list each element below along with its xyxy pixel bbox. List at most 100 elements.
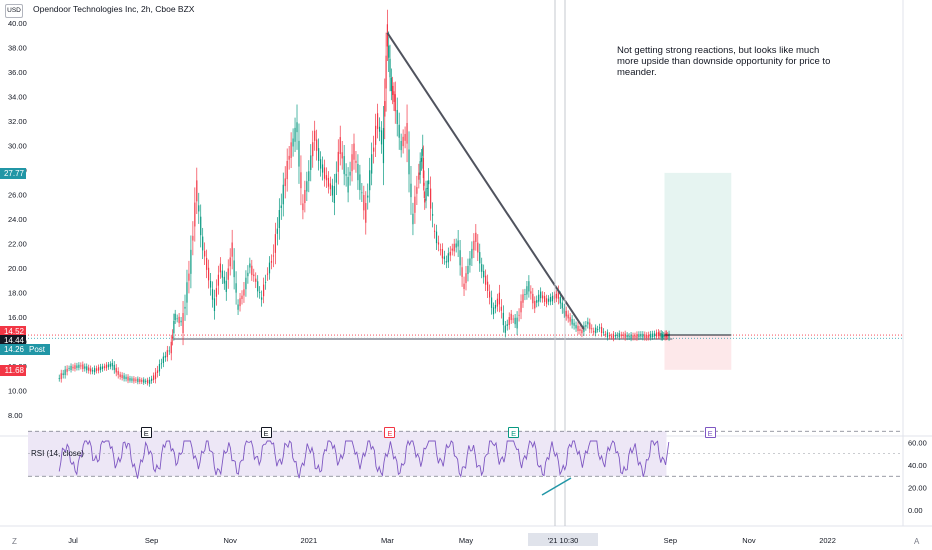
price-candle-body: [270, 260, 273, 263]
price-candle-body: [599, 327, 601, 329]
price-candle-body: [595, 327, 597, 334]
annotation-note[interactable]: Not getting strong reactions, but looks …: [617, 45, 831, 78]
price-candle-body: [530, 291, 532, 294]
price-candle-body: [553, 295, 556, 300]
price-candle-body: [319, 159, 322, 169]
price-candle-body: [349, 171, 351, 176]
price-candle-body: [510, 313, 512, 321]
price-candle-body: [650, 333, 652, 338]
price-candle-body: [196, 180, 198, 202]
price-candle-body: [422, 147, 424, 156]
price-candle-body: [406, 122, 408, 144]
price-candle-body: [661, 333, 664, 338]
rsi-label: RSI (14, close): [31, 449, 84, 458]
time-axis-label: Nov: [224, 536, 238, 545]
price-candle-body: [202, 236, 204, 251]
price-candle-body: [66, 368, 68, 372]
price-candle-body: [257, 281, 259, 292]
earnings-marker[interactable]: E: [260, 427, 272, 438]
price-candle-body: [97, 367, 100, 371]
earnings-marker[interactable]: E: [384, 427, 396, 438]
price-candle-body: [62, 373, 64, 375]
price-candle-body: [217, 274, 220, 286]
price-candle-body: [508, 317, 510, 325]
price-candle-body: [644, 334, 646, 338]
earnings-marker[interactable]: E: [704, 427, 716, 438]
price-candle-body: [614, 334, 616, 337]
price-candle-body: [589, 322, 591, 330]
price-candle-body: [158, 364, 161, 372]
timezone-toggle[interactable]: Z: [12, 537, 17, 546]
price-candle-body: [573, 322, 575, 326]
price-candle-body: [557, 291, 559, 299]
price-candle-body: [225, 280, 227, 292]
price-candle-body: [597, 329, 599, 330]
crosshair-time-label: '21 10:30: [548, 536, 579, 545]
price-candle-body: [610, 336, 613, 338]
y-tick-label: 10.00: [8, 386, 27, 395]
price-candle-body: [369, 170, 371, 191]
price-candle-body: [341, 152, 343, 159]
price-candle-body: [99, 366, 102, 371]
price-candle-body: [361, 192, 363, 194]
price-candle-body: [219, 263, 221, 273]
price-candle-body: [481, 264, 483, 272]
price-candle-body: [68, 368, 70, 369]
price-candle-body: [657, 332, 660, 337]
price-candle-body: [385, 55, 387, 89]
price-tag: 27.77: [0, 167, 26, 179]
price-candle-body: [453, 243, 455, 252]
price-candle-body: [331, 185, 333, 196]
price-candle-body: [125, 376, 127, 379]
price-candle-body: [127, 376, 129, 381]
price-candle-body: [264, 281, 267, 283]
price-candle-body: [58, 378, 60, 379]
price-candle-body: [425, 188, 427, 201]
price-candle-body: [300, 172, 302, 189]
price-tag: 14.52: [0, 326, 26, 338]
price-candle-body: [500, 306, 502, 311]
price-candle-body: [363, 195, 365, 211]
auto-scale-toggle[interactable]: A: [914, 537, 920, 546]
price-candle-body: [443, 256, 445, 260]
price-candle-body: [591, 328, 593, 330]
price-candle-body: [604, 333, 607, 335]
price-candle-body: [567, 314, 569, 319]
price-candle-body: [321, 164, 324, 173]
price-candle-body: [408, 149, 410, 175]
price-candle-body: [371, 154, 373, 174]
rsi-tick-label: 0.00: [908, 506, 923, 515]
price-candle-body: [117, 371, 119, 375]
price-candle-body: [483, 270, 485, 278]
price-candle-body: [648, 334, 650, 338]
price-candle-body: [608, 335, 611, 337]
time-axis-label: Nov: [742, 536, 756, 545]
price-candle-body: [498, 292, 501, 305]
price-candle-body: [131, 378, 133, 381]
price-candle-body: [646, 335, 648, 339]
time-axis-label: Sep: [145, 536, 158, 545]
y-tick-label: 38.00: [8, 44, 27, 53]
price-candle-body: [565, 310, 567, 317]
price-candle-body: [198, 205, 200, 212]
price-candle-body: [628, 335, 630, 338]
price-candle-body: [184, 306, 186, 309]
earnings-marker[interactable]: E: [508, 427, 520, 438]
earnings-marker[interactable]: E: [140, 427, 152, 438]
price-candle-body: [294, 127, 296, 142]
price-candle-body: [402, 136, 404, 147]
price-candle-body: [229, 257, 231, 267]
price-candle-body: [600, 326, 603, 334]
price-candle-body: [173, 320, 175, 334]
currency-badge[interactable]: USD: [5, 4, 23, 18]
price-candle-body: [620, 334, 622, 337]
price-candle-body: [76, 365, 78, 368]
rsi-line: [58, 439, 670, 479]
price-candle-body: [337, 151, 339, 172]
price-candle-body: [261, 297, 263, 300]
price-candle-body: [606, 332, 609, 338]
price-candle-body: [325, 175, 328, 181]
y-tick-label: 40.00: [8, 19, 27, 28]
price-candle-body: [137, 378, 139, 383]
